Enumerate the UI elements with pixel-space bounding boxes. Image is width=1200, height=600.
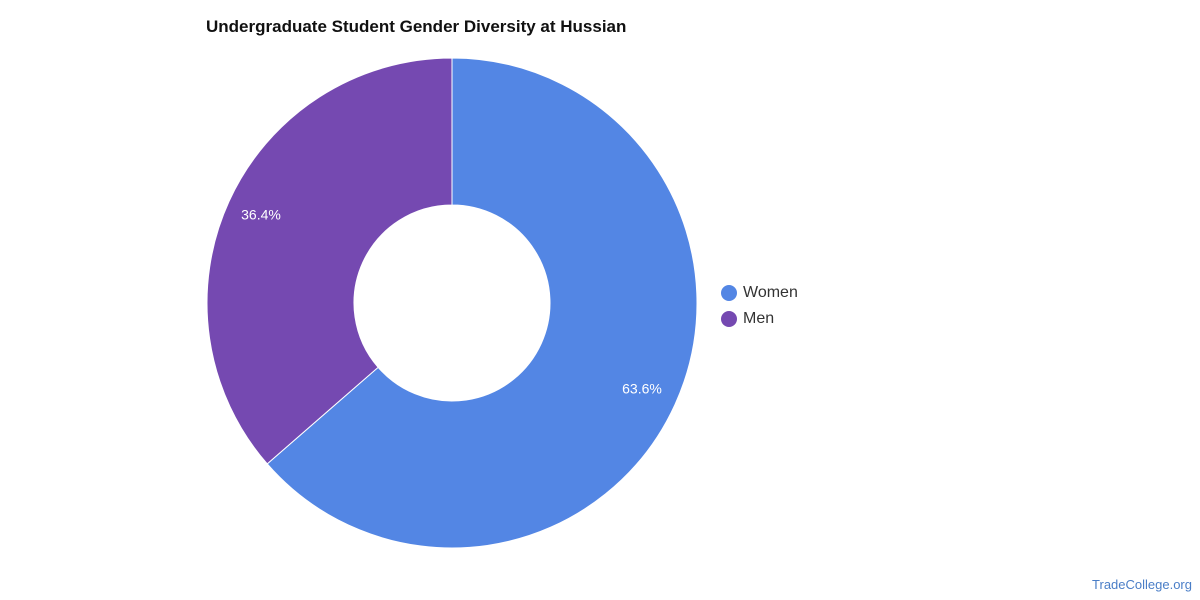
legend-swatch-men	[721, 311, 737, 327]
chart-title: Undergraduate Student Gender Diversity a…	[206, 17, 627, 36]
legend-label-women: Women	[743, 284, 798, 301]
slice-label-men: 36.4%	[241, 207, 281, 223]
donut-slice-men[interactable]	[206, 57, 453, 465]
donut-slice-women[interactable]	[266, 57, 698, 549]
legend-label-men: Men	[743, 310, 775, 327]
legend-swatch-women	[721, 285, 737, 301]
legend: Women Men	[721, 280, 798, 332]
legend-item-women[interactable]: Women	[721, 280, 798, 306]
slice-label-women: 63.6%	[622, 381, 662, 397]
legend-item-men[interactable]: Men	[721, 306, 798, 332]
source-watermark[interactable]: TradeCollege.org	[1092, 577, 1192, 592]
